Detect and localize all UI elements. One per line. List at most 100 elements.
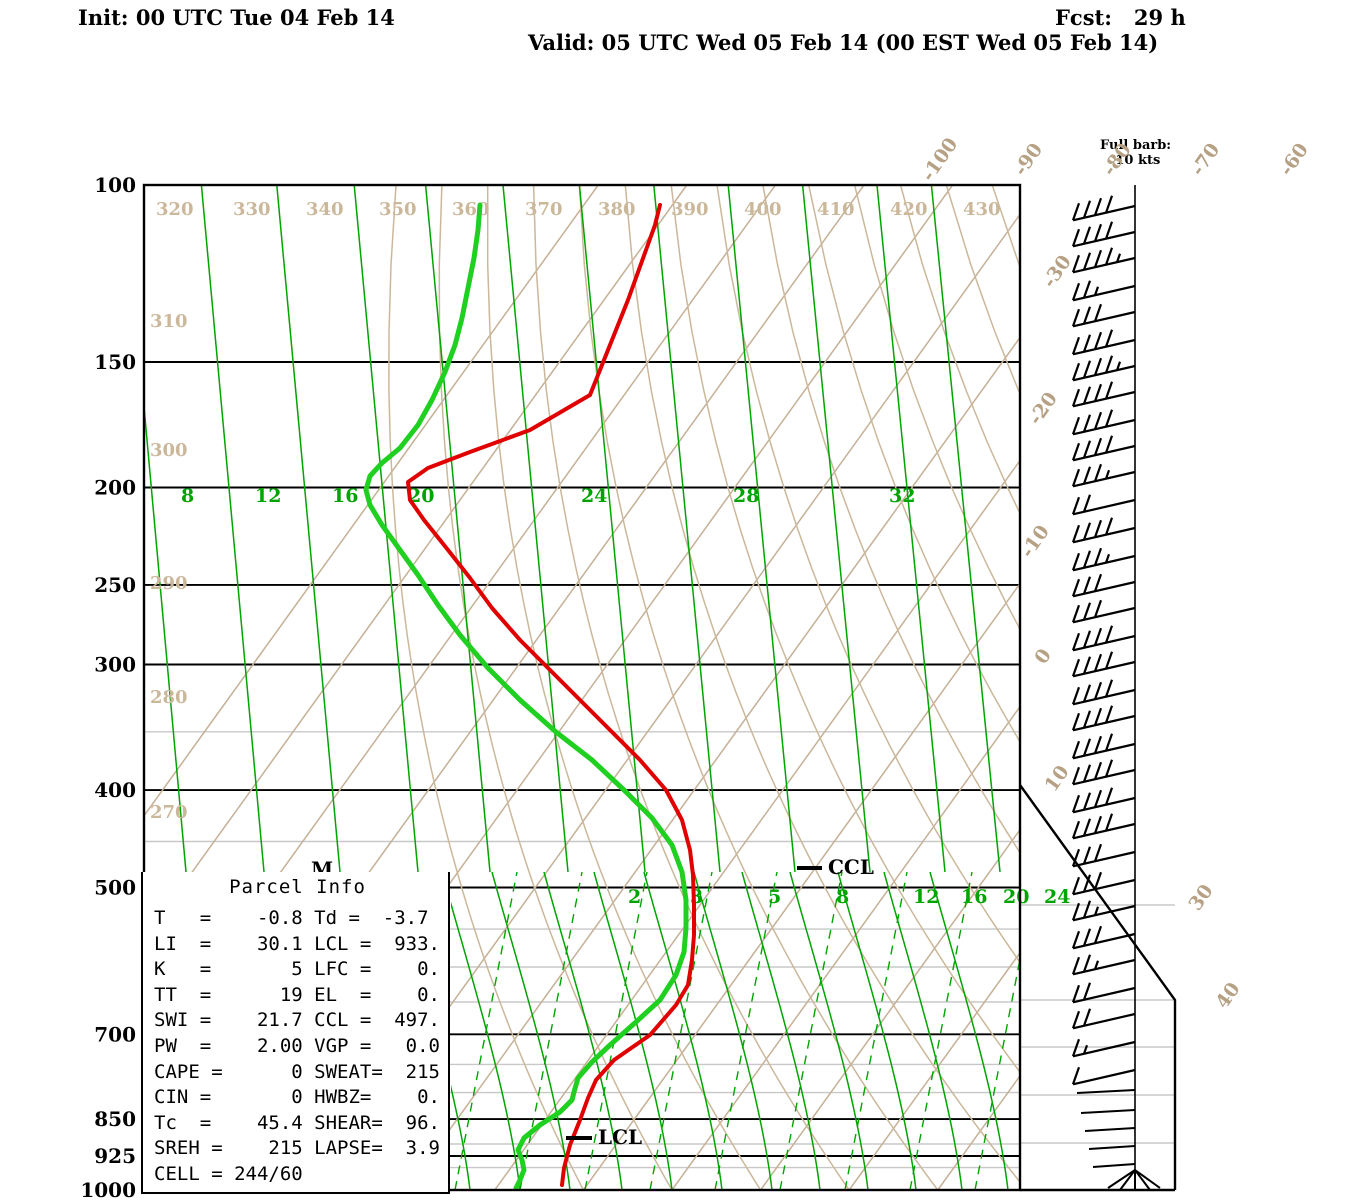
mixing-ratio-line [801,185,871,872]
wind-barb-shaft [1072,444,1136,462]
wind-barb-full [1082,954,1092,973]
wind-barb-full [1071,202,1081,221]
wind-barb-half [1104,553,1111,564]
wind-barb-full [1082,982,1092,1001]
moist-adiabat [741,872,821,1190]
theta-label-top: 370 [525,199,563,220]
top-temperature-label: -100 [917,134,962,186]
theta-label-left: 270 [150,802,188,823]
right-temperature-label: -10 [1016,521,1054,562]
mixing-ratio-label: 16 [332,485,358,507]
wind-barb-shaft [1072,1068,1136,1086]
wind-barb-half [1093,286,1100,296]
wind-barb-full [1071,578,1081,597]
wind-barb-full [1071,468,1081,487]
dry-adiabat [1222,185,1350,1190]
wind-barb-full [1093,197,1103,216]
mixing-ratio-label: 32 [889,485,915,507]
wind-barb-full [1104,221,1114,240]
wind-barb-full [1082,200,1092,219]
isotherm [494,459,1020,1190]
wind-barb-full [1093,547,1103,566]
pressure-tick-label: 925 [94,1144,136,1168]
wind-barb-full [1104,517,1114,536]
wind-barb-full [1082,306,1092,325]
right-temperature-label: 10 [1040,761,1073,795]
wind-barb-shaft [1072,256,1136,274]
wind-barb-full [1071,930,1081,949]
mixing-ratio-label-low: 8 [836,886,849,908]
wind-barb-shaft [1072,230,1136,248]
wind-barb-shaft [1072,796,1136,814]
wind-barb-full [1093,761,1103,780]
wind-barb-shaft [1072,554,1136,572]
wind-barb-full [1082,602,1092,621]
dry-adiabat [1130,185,1350,1190]
svg-text:-10: -10 [1016,521,1054,562]
mixing-ratio-label-low: 12 [913,886,939,908]
shoulder-grid [1020,904,1175,1144]
wind-barb-full [1082,818,1092,837]
wind-barb-full [1082,656,1092,675]
dry-adiabat [716,185,1020,964]
wind-barb-full [1093,653,1103,672]
moist-adiabat [491,872,571,1190]
wind-barb-full [1071,362,1081,381]
moist-adiabat [643,872,723,1190]
wind-barb-full [1104,381,1114,400]
wind-barb-full [1082,792,1092,811]
wind-barb-shaft [1072,850,1136,868]
wind-barb-shaft [1072,390,1136,408]
wind-barb-shaft [1072,1012,1136,1030]
wind-barb-shaft [1072,878,1136,896]
pressure-tick-label: 150 [94,350,136,374]
wind-barb-full [1082,252,1092,271]
mixing-ratio-line [876,185,946,872]
wind-barb-half [1104,469,1111,480]
wind-barb-full [1093,463,1103,482]
svg-text:0: 0 [1030,645,1056,668]
mixing-ratio-line [653,185,721,872]
isotherm [582,582,1020,1190]
wind-barb-full [1093,681,1103,700]
wind-barb-shaft [1072,418,1136,436]
mixing-ratio-line [424,185,491,872]
wind-barb-half [1115,253,1122,263]
wind-barb-full [1104,813,1114,832]
wind-barb-full [1104,759,1114,778]
wind-barb-shaft [1072,634,1136,652]
mixing-ratio-dashed [779,872,843,1190]
wind-barb-full [1071,1038,1081,1057]
wind-barb-full [1093,331,1103,350]
wind-barb-full [1082,710,1092,729]
wind-barb-full [1071,254,1081,273]
moist-adiabat [837,872,917,1190]
pressure-tick-label: 1000 [80,1178,136,1200]
wind-barb-shaft [1072,580,1136,598]
mixing-ratio-label: 8 [181,485,194,507]
theta-label-left: 280 [150,687,188,708]
moist-adiabat [451,901,521,1190]
isotherm [1204,185,1350,1190]
wind-barb-full [1104,329,1114,348]
wind-barb-full [1104,705,1114,724]
svg-text:-60: -60 [1275,139,1313,180]
right-temperature-label: 0 [1030,645,1056,668]
mixing-ratio-line [144,398,187,872]
parcel-info-box: Parcel Info T = -0.8 Td = -3.7 LI = 30.1… [141,872,450,1194]
wind-barb-shaft [1072,986,1136,1004]
mixing-ratio-label-low: 20 [1003,886,1029,908]
moist-adiabat [543,872,623,1190]
wind-barb-shaft [1072,714,1136,732]
dry-adiabat [945,185,1020,396]
valid-time-label: Valid: 05 UTC Wed 05 Feb 14 (00 EST Wed … [528,30,1159,55]
wind-barb-full [1104,625,1114,644]
lcl-marker-label: LCL [598,1125,642,1149]
wind-barb-half [1093,960,1100,970]
theta-label-top: 410 [817,199,855,220]
wind-barb-full [1093,573,1103,592]
svg-text:-70: -70 [1187,139,1225,180]
wind-barb-full [1071,282,1081,301]
pressure-tick-label: 300 [94,653,136,677]
wind-barb-full [1082,440,1092,459]
